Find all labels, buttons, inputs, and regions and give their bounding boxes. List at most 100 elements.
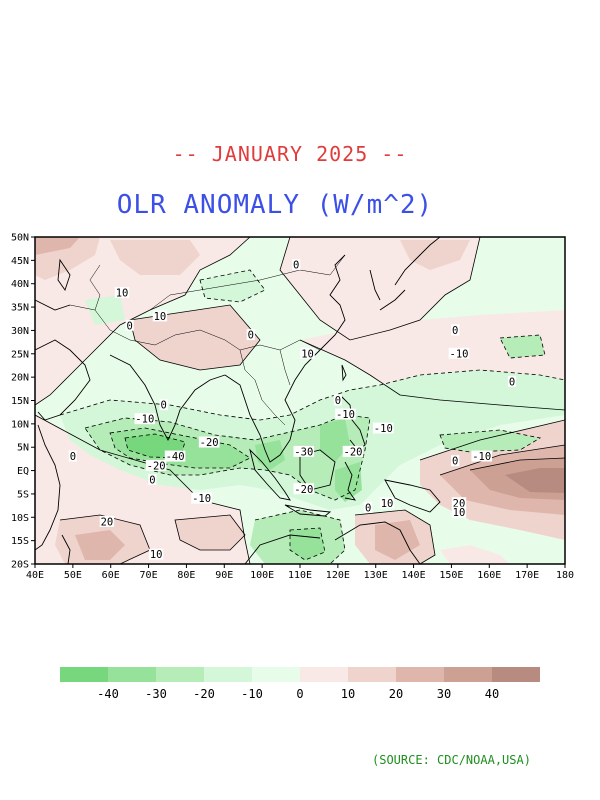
contour-value-label: -20 xyxy=(147,460,166,472)
lat-tick-label: 15S xyxy=(11,536,29,547)
colorbar-tick-label: 40 xyxy=(485,687,499,701)
lon-tick-label: 40E xyxy=(26,570,44,581)
contour-label-bg xyxy=(364,501,373,513)
colorbar-swatches xyxy=(60,667,540,682)
contour-value-label: -20 xyxy=(294,484,313,496)
contour-value-label: 20 xyxy=(101,516,114,528)
colorbar-tick-label: -20 xyxy=(193,687,215,701)
contour-value-label: -30 xyxy=(294,446,313,458)
map-subtitle: -- JANUARY 2025 -- xyxy=(172,142,408,166)
contour-label-bg xyxy=(148,548,164,560)
contour-label-bg xyxy=(342,445,364,457)
contour-value-label: -10 xyxy=(192,493,211,505)
contour-label-bg xyxy=(293,483,315,495)
colorbar-swatch xyxy=(108,667,156,682)
colorbar-tick-labels: -40 -30 -20 -10 0 10 20 30 40 xyxy=(97,687,499,701)
olr-anomaly-map: 1010000100-1000-10-20-40-2000-10-100-10-… xyxy=(11,233,574,582)
lat-tick-label: 20S xyxy=(11,560,29,571)
contour-label-bg xyxy=(198,436,220,448)
colorbar-swatch xyxy=(396,667,444,682)
contour-label-bg xyxy=(148,473,157,485)
contour-value-label: 0 xyxy=(293,260,299,272)
lon-tick-label: 60E xyxy=(102,570,120,581)
lon-tick-label: 110E xyxy=(288,570,312,581)
lon-tick-label: 50E xyxy=(64,570,82,581)
colorbar-swatch xyxy=(444,667,492,682)
colorbar-swatch xyxy=(204,667,252,682)
colorbar-swatch xyxy=(252,667,300,682)
colorbar-swatch xyxy=(348,667,396,682)
contour-label-bg xyxy=(246,329,255,341)
source-credit: (SOURCE: CDC/NOAA,USA) xyxy=(372,753,531,767)
contour-value-label: 0 xyxy=(70,451,76,463)
contour-value-label: -10 xyxy=(472,451,491,463)
contour-label-bg xyxy=(448,347,470,359)
lat-tick-label: 10N xyxy=(11,419,29,430)
colorbar-tick-label: 20 xyxy=(389,687,403,701)
lat-tick-label: 45N xyxy=(11,256,29,267)
longitude-axis: 40E 50E 60E 70E 80E 90E 100E 110E 120E 130E 140E 15… xyxy=(26,564,574,581)
contour-label-bg xyxy=(125,319,134,331)
lon-tick-label: 150E xyxy=(439,570,463,581)
contour-label-bg xyxy=(451,324,460,336)
contour-label-bg xyxy=(152,310,168,322)
lon-tick-label: 120E xyxy=(326,570,350,581)
contour-value-label: 10 xyxy=(453,507,466,519)
contour-label-bg xyxy=(335,408,356,420)
lon-tick-label: 160E xyxy=(477,570,501,581)
lat-tick-label: 5N xyxy=(17,443,29,454)
lat-tick-label: 10S xyxy=(11,513,29,524)
colorbar-tick-label: -30 xyxy=(145,687,167,701)
contour-label-bg xyxy=(145,459,167,471)
coastlines xyxy=(35,237,441,564)
colorbar-tick-label: 10 xyxy=(341,687,355,701)
contour-label-bg xyxy=(134,413,156,425)
lon-tick-label: 80E xyxy=(177,570,195,581)
lat-tick-label: 30N xyxy=(11,326,29,337)
colorbar-swatch xyxy=(60,667,108,682)
lat-tick-label: 5S xyxy=(17,489,29,500)
lon-tick-label: 180 xyxy=(556,570,574,581)
lon-tick-label: 100E xyxy=(250,570,274,581)
contour-value-label: -10 xyxy=(135,414,154,426)
lon-tick-label: 170E xyxy=(515,570,539,581)
contour-value-label: 0 xyxy=(335,395,341,407)
negative-contour-lines xyxy=(59,269,565,564)
lon-tick-label: 130E xyxy=(364,570,388,581)
contour-label-bg xyxy=(451,497,467,509)
contour-label-bg xyxy=(451,455,460,467)
lon-tick-label: 140E xyxy=(402,570,426,581)
contour-label-bg xyxy=(379,497,395,509)
contour-label-bg xyxy=(372,422,394,434)
contour-value-label: 0 xyxy=(509,376,515,388)
lon-tick-label: 70E xyxy=(140,570,158,581)
contour-label-bg xyxy=(191,492,212,504)
country-borders xyxy=(69,254,346,426)
contour-value-label: 0 xyxy=(126,320,132,332)
contour-value-label: -40 xyxy=(166,451,185,463)
contour-label-bg xyxy=(68,450,77,462)
contour-value-label: -10 xyxy=(450,348,469,360)
contour-value-label: 10 xyxy=(116,288,129,300)
lat-tick-label: 25N xyxy=(11,349,29,360)
contour-label-bg xyxy=(471,450,493,462)
lon-tick-label: 90E xyxy=(215,570,233,581)
contour-label-bg xyxy=(300,347,315,359)
contour-value-label: -20 xyxy=(200,437,219,449)
contour-label-bg xyxy=(99,515,115,527)
contour-value-label: 10 xyxy=(150,549,163,561)
contour-label-bg xyxy=(333,394,342,406)
colorbar: -40 -30 -20 -10 0 10 20 30 40 xyxy=(60,667,540,701)
colorbar-tick-label: 0 xyxy=(296,687,303,701)
contour-value-label: 0 xyxy=(161,400,167,412)
colorbar-tick-label: -40 xyxy=(97,687,119,701)
contour-value-label: 0 xyxy=(452,456,458,468)
colorbar-swatch xyxy=(300,667,348,682)
colorbar-swatch xyxy=(156,667,204,682)
contour-label-bg xyxy=(507,375,517,387)
contour-value-label: 10 xyxy=(301,348,314,360)
contour-value-label: 0 xyxy=(248,330,254,342)
map-title: OLR ANOMALY (W/m^2) xyxy=(116,190,434,220)
lat-tick-label: 20N xyxy=(11,373,29,384)
latitude-axis: 50N 45N 40N 35N 30N 25N 20N 15N 10N 5N EQ 5S 10S 15S 2… xyxy=(11,233,35,571)
